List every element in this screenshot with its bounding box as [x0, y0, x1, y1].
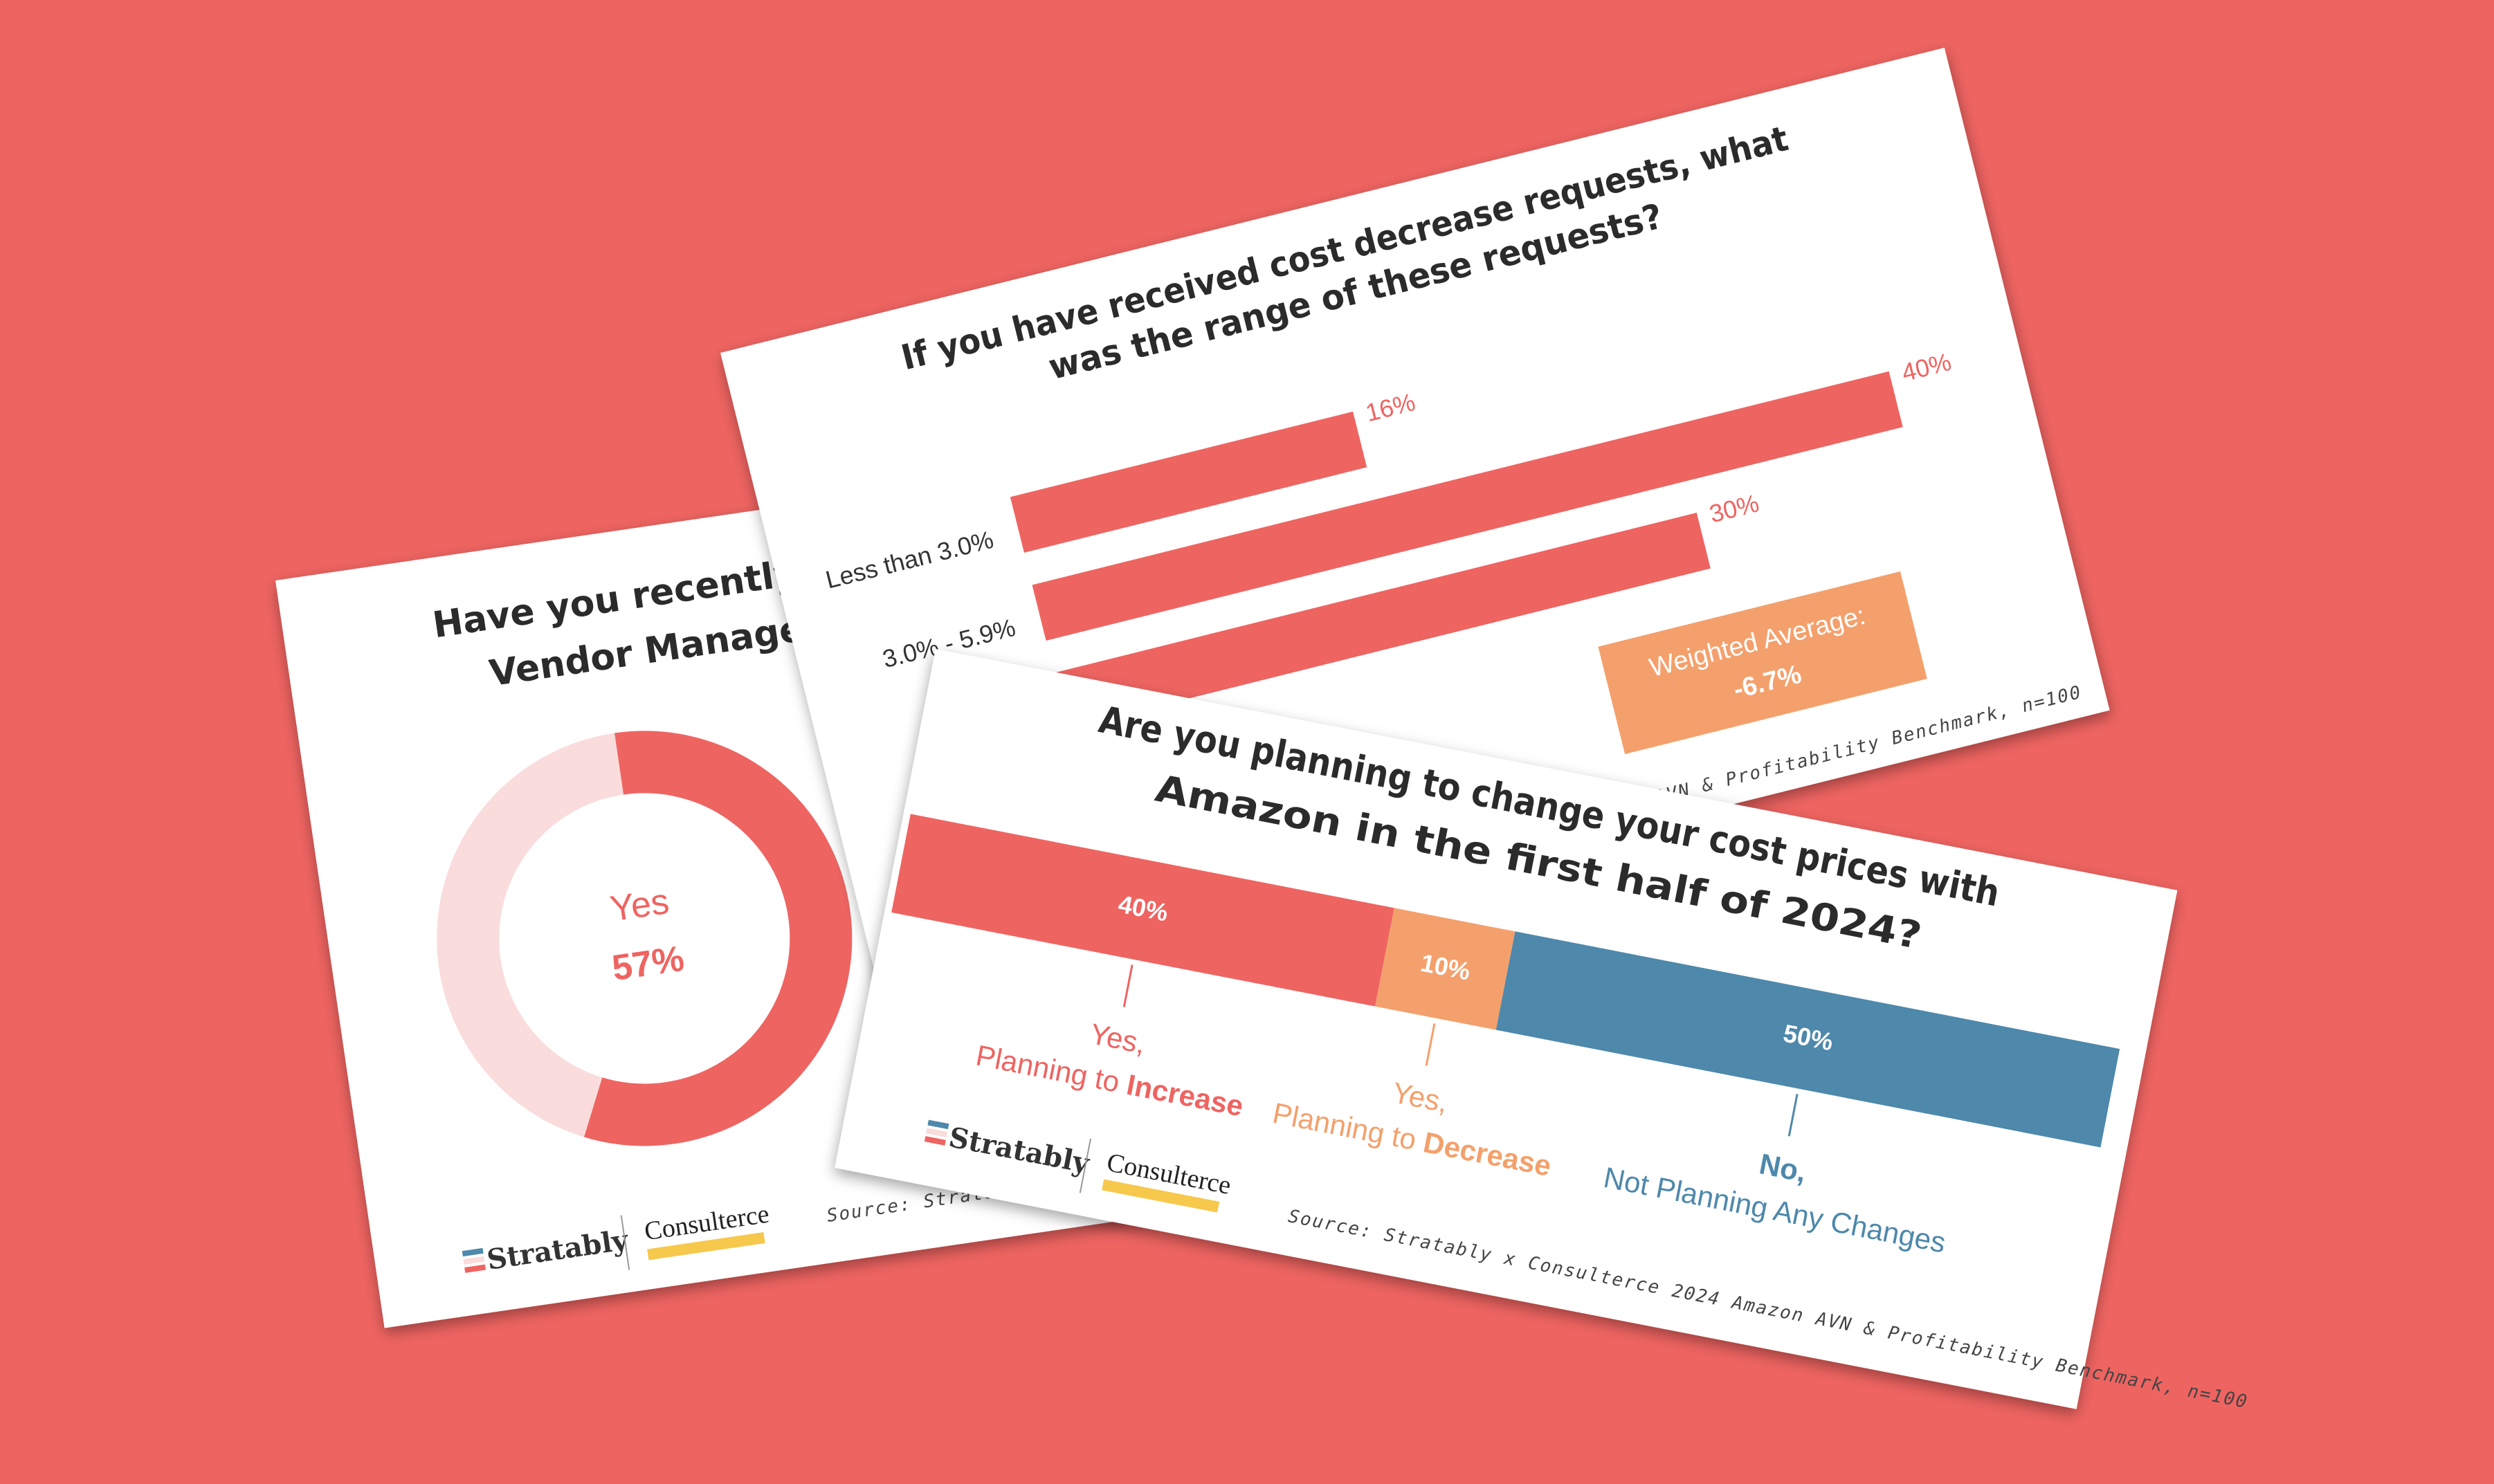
- annotation-box: [1598, 571, 1927, 755]
- leader-line: [1787, 1094, 1799, 1137]
- logo-divider: [1079, 1138, 1092, 1193]
- logo-icon: [462, 1247, 484, 1257]
- logo-icon: [927, 1119, 949, 1130]
- logo-icon: [464, 1264, 486, 1273]
- bar-segment: [1495, 931, 2120, 1148]
- bar: [1032, 371, 1903, 641]
- bar: [1010, 411, 1367, 553]
- logo-band: [647, 1232, 765, 1261]
- center-label: Yes: [608, 881, 671, 930]
- bar-segment: [1375, 908, 1515, 1030]
- donut-segment: [437, 731, 853, 1146]
- leader-line: [1425, 1023, 1436, 1066]
- logo-icon: [924, 1136, 946, 1146]
- logo-icon: [463, 1256, 485, 1265]
- bar-segment: [891, 814, 1394, 1007]
- bar: [1054, 513, 1711, 729]
- logo-divider: [620, 1215, 630, 1270]
- leader-line: [1122, 964, 1134, 1007]
- logo-icon: [926, 1128, 948, 1137]
- stacked-bar-card: Are you planning to change your cost pri…: [835, 649, 2250, 1413]
- logo-band: [1102, 1179, 1220, 1213]
